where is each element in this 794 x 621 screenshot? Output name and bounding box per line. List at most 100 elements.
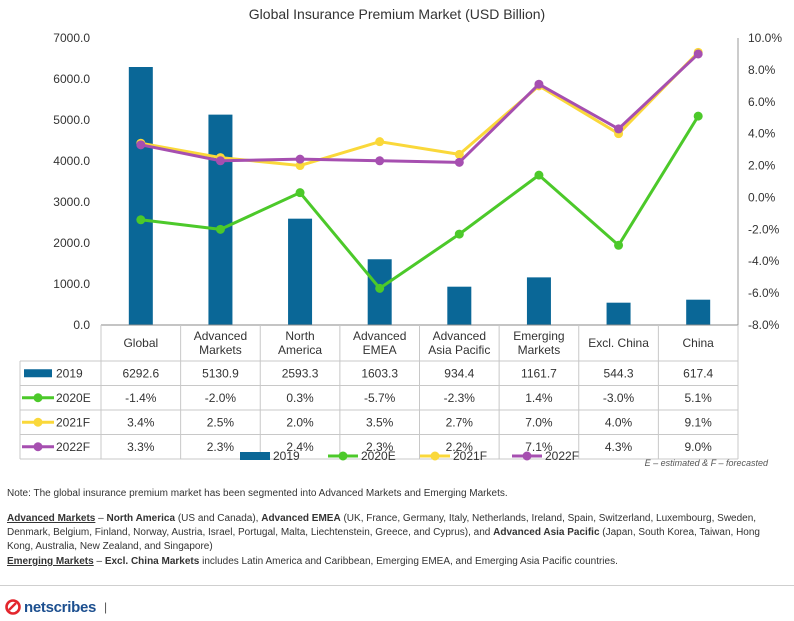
legend-label: 2020E [361,449,396,463]
line-2021F [140,51,700,168]
point-2020E [534,170,544,180]
table-cell-value: 3.3% [127,440,155,454]
right-axis-tick-label: 4.0% [748,127,776,141]
table-cell-value: 7.0% [525,415,553,429]
table-cell-value: 5.1% [685,391,713,405]
left-axis-tick-label: 0.0 [73,318,90,332]
emerging-markets-heading: Emerging Markets [7,556,94,567]
left-axis-tick-label: 1000.0 [53,277,90,291]
emerging-markets-note: Emerging Markets – Excl. China Markets i… [7,556,618,567]
chart-footnote: E – estimated & F – forecasted [645,458,769,468]
right-axis-tick-label: -2.0% [748,222,780,236]
table-cell-value: -2.3% [444,391,476,405]
table-cell-value: 7.1% [525,440,553,454]
point-2020E [693,111,703,121]
category-label: Markets [518,343,561,357]
north-america-heading: North America [106,513,176,524]
point-2022F [454,157,464,167]
legend-label: 2021F [453,449,487,463]
table-cell-value: 3.4% [127,415,155,429]
right-axis-tick-label: 2.0% [748,159,776,173]
netscribes-logo[interactable]: netscribes [5,597,96,617]
table-series-name: 2022F [56,440,90,454]
left-axis-tick-label: 5000.0 [53,113,90,127]
right-axis-tick-label: 8.0% [748,63,776,77]
advanced-markets-heading: Advanced Markets [7,513,96,524]
legend-label: 2019 [273,449,300,463]
table-cell-value: -3.0% [603,391,635,405]
point-2022F [215,156,225,166]
legend-key-marker-2021F [430,451,440,461]
point-2020E [454,229,464,239]
combo-chart: Global Insurance Premium Market (USD Bil… [19,6,782,468]
table-series-name: 2021F [56,415,90,429]
table-cell-value: 617.4 [683,366,713,380]
point-2020E [375,283,385,293]
table-cell-value: 6292.6 [122,366,159,380]
chart-title: Global Insurance Premium Market (USD Bil… [249,6,545,22]
category-label: Asia Pacific [428,343,490,357]
table-cell-value: 4.3% [605,440,633,454]
left-axis-tick-label: 7000.0 [53,31,90,45]
advanced-apac-heading: Advanced Asia Pacific [493,527,600,538]
category-label: Emerging [513,329,564,343]
line-2022F [140,52,700,164]
footer-separator: | [104,600,108,614]
category-label: Global [123,336,158,350]
right-axis-tick-label: 0.0% [748,190,776,204]
point-2022F [693,49,703,59]
table-cell-value: 2593.3 [282,366,319,380]
netscribes-logo-text: netscribes [24,598,97,616]
table-cell-value: 2.2% [446,440,474,454]
table-key-marker-2021F [33,417,43,427]
point-2020E [614,240,624,250]
point-2021F [454,149,464,159]
table-key-2019 [24,369,52,378]
left-axis-tick-label: 6000.0 [53,72,90,86]
category-label: Excl. China [588,336,649,350]
legend-key-marker-2020E [338,451,348,461]
advanced-emea-heading: Advanced EMEA [261,513,341,524]
table-cell-value: 2.5% [207,415,235,429]
table-cell-value: 2.7% [446,415,474,429]
right-axis-tick-label: 10.0% [748,31,782,45]
right-axis-tick-label: -8.0% [748,318,780,332]
left-axis-tick-label: 4000.0 [53,154,90,168]
footer-divider [0,585,794,586]
point-2020E [215,224,225,234]
table-cell-value: 9.0% [685,440,713,454]
bar-2019 [447,286,472,325]
legend-key-marker-2022F [522,451,532,461]
table-cell-value: 2.3% [207,440,235,454]
table-series-name: 2020E [56,391,91,405]
table-cell-value: 9.1% [685,415,713,429]
table-cell-value: 2.4% [286,440,314,454]
table-cell-value: 3.5% [366,415,394,429]
bar-2019 [288,218,313,325]
right-axis-tick-label: -4.0% [748,254,780,268]
bar-2019 [606,302,631,325]
left-axis-tick-label: 2000.0 [53,236,90,250]
category-label: Advanced [433,329,486,343]
point-2020E [295,188,305,198]
point-2022F [375,156,385,166]
advanced-markets-note: Advanced Markets – North America (US and… [7,513,760,552]
right-axis-tick-label: -6.0% [748,286,780,300]
point-2022F [614,124,624,134]
legend-key-2019 [240,452,270,460]
point-2022F [295,154,305,164]
table-cell-value: 934.4 [444,366,474,380]
point-2022F [136,140,146,150]
table-cell-value: 5130.9 [202,366,239,380]
point-2021F [295,161,305,171]
table-cell-value: 2.3% [366,440,394,454]
bar-2019 [686,299,711,325]
table-cell-value: 4.0% [605,415,633,429]
table-cell-value: 1.4% [525,391,553,405]
category-label: China [683,336,715,350]
table-cell-value: -2.0% [205,391,237,405]
table-key-marker-2022F [33,442,43,452]
line-2020E [140,115,700,290]
category-label: Advanced [353,329,406,343]
table-series-name: 2019 [56,366,83,380]
